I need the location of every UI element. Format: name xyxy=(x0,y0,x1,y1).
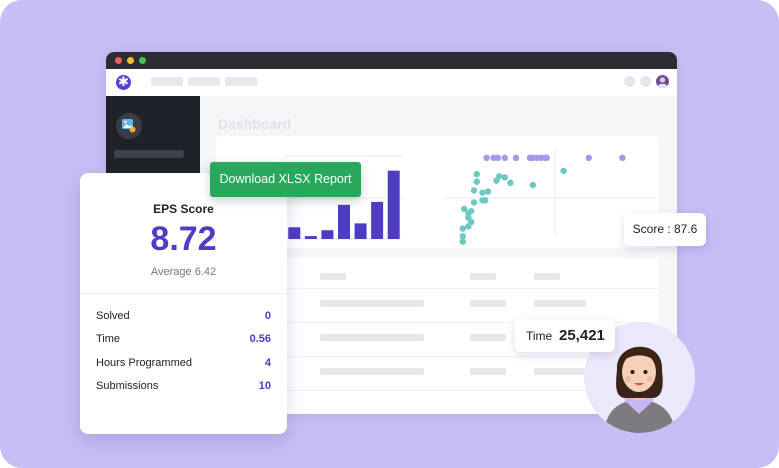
gallery-icon[interactable] xyxy=(116,113,142,139)
table-header-cell xyxy=(534,273,560,280)
time-value: 25,421 xyxy=(559,327,605,344)
scatter-point xyxy=(501,154,508,161)
stat-row-hours: Hours Programmed 4 xyxy=(96,357,271,373)
stat-label: Time xyxy=(96,333,121,345)
charts-card xyxy=(216,136,658,248)
nav-placeholder-2[interactable] xyxy=(188,77,220,86)
window-titlebar xyxy=(106,52,677,69)
scatter-point xyxy=(459,238,466,245)
stat-value: 10 xyxy=(258,380,271,392)
bar-mark xyxy=(304,236,317,239)
download-xlsx-button[interactable]: Download XLSX Report xyxy=(210,162,361,197)
user-avatar-icon[interactable] xyxy=(656,75,669,88)
minimize-window-dot[interactable] xyxy=(127,57,134,64)
scatter-chart xyxy=(446,148,656,245)
close-window-dot[interactable] xyxy=(115,57,122,64)
table-cell xyxy=(320,334,424,341)
sidebar-item-placeholder[interactable] xyxy=(114,150,184,158)
bar-mark xyxy=(371,201,384,239)
stat-value: 0.56 xyxy=(249,333,271,345)
row-divider xyxy=(216,356,658,357)
row-divider xyxy=(216,322,658,323)
header-action-1[interactable] xyxy=(624,76,635,87)
stat-label: Solved xyxy=(96,310,130,322)
row-divider xyxy=(216,288,658,289)
scatter-point xyxy=(507,179,514,187)
scatter-point xyxy=(470,199,478,206)
stat-row-time: Time 0.56 xyxy=(96,333,271,349)
scatter-point xyxy=(461,205,468,213)
scatter-point xyxy=(543,154,550,161)
stat-row-submissions: Submissions 10 xyxy=(96,380,271,396)
bar-mark xyxy=(387,170,400,239)
score-tooltip: Score : 87.6 xyxy=(624,213,706,246)
scatter-point xyxy=(494,154,501,161)
table-cell xyxy=(320,368,424,375)
scatter-point xyxy=(484,188,492,195)
scatter-point xyxy=(585,154,592,161)
bar-mark xyxy=(288,227,301,239)
table-cell xyxy=(534,300,586,307)
scatter-point xyxy=(529,181,536,189)
table-cell xyxy=(534,368,586,375)
time-label: Time xyxy=(526,329,553,343)
time-tooltip: Time 25,421 xyxy=(515,319,615,352)
nav-placeholder-3[interactable] xyxy=(225,77,257,86)
nav-placeholder-1[interactable] xyxy=(151,77,183,86)
table-cell xyxy=(470,334,506,341)
scatter-point xyxy=(473,170,480,178)
scatter-point xyxy=(473,178,480,185)
scatter-point xyxy=(468,207,475,215)
table-cell xyxy=(320,300,424,307)
scatter-point xyxy=(470,187,478,194)
app-header: ✱ xyxy=(106,69,677,96)
stat-value: 0 xyxy=(264,310,271,322)
bar-mark xyxy=(354,223,367,239)
eps-title: EPS Score xyxy=(153,202,214,216)
user-avatar-illustration xyxy=(584,322,695,433)
scatter-point xyxy=(560,167,567,175)
scatter-point xyxy=(459,225,466,232)
brand-logo-icon[interactable]: ✱ xyxy=(116,75,131,90)
eps-score-card: EPS Score 8.72 Average 6.42 Solved 0 Tim… xyxy=(80,173,287,434)
table-cell xyxy=(470,368,506,375)
scatter-point xyxy=(468,218,475,226)
stat-value: 4 xyxy=(264,357,271,369)
row-divider xyxy=(216,390,658,391)
table-cell xyxy=(470,300,506,307)
eps-average: Average 6.42 xyxy=(150,266,217,278)
scatter-point xyxy=(483,154,490,161)
bar-chart xyxy=(286,155,402,240)
bar-mark xyxy=(338,204,350,239)
page-title: Dashboard xyxy=(218,116,292,132)
table-header-cell xyxy=(470,273,496,280)
scatter-point xyxy=(619,154,626,161)
stat-label: Submissions xyxy=(96,380,159,392)
scatter-point xyxy=(479,189,486,196)
scatter-point xyxy=(512,154,520,161)
stat-label: Hours Programmed xyxy=(96,357,192,369)
table-header-cell xyxy=(320,273,346,280)
bar-mark xyxy=(321,230,334,239)
scatter-point xyxy=(459,233,466,240)
header-action-2[interactable] xyxy=(640,76,651,87)
scatter-point xyxy=(482,197,489,204)
divider xyxy=(80,293,287,294)
scatter-point xyxy=(496,173,503,180)
eps-score-value: 8.72 xyxy=(150,220,217,258)
scatter-point xyxy=(501,174,508,181)
maximize-window-dot[interactable] xyxy=(139,57,146,64)
stat-row-solved: Solved 0 xyxy=(96,310,271,326)
